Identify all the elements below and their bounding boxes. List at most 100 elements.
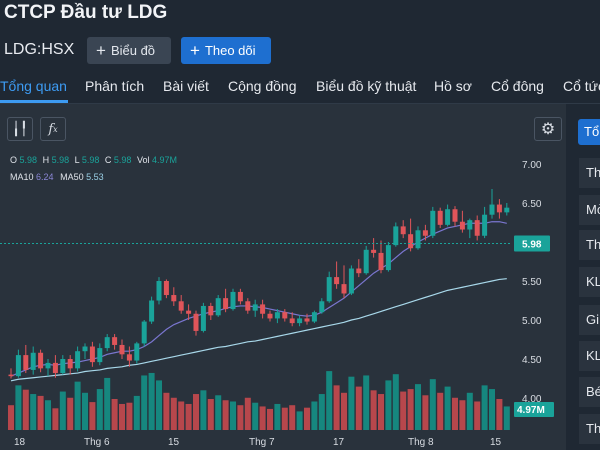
side-row: Th [579, 158, 600, 188]
volume-bar [111, 399, 118, 430]
volume-bar [385, 380, 392, 430]
volume-bar [333, 385, 340, 430]
candle-body [378, 252, 384, 271]
candle-body [474, 220, 480, 236]
volume-bar [119, 403, 125, 430]
tab-overview[interactable]: Tổng quan [0, 78, 67, 94]
volume-bar [378, 394, 384, 430]
low-label: L [74, 155, 80, 165]
tab-shareholders[interactable]: Cổ đông [491, 78, 544, 94]
candle-body [215, 298, 221, 316]
candle-body [504, 207, 510, 213]
side-panel-tab[interactable]: Tổ [578, 119, 600, 145]
candle-body [223, 298, 229, 310]
candle-body [82, 346, 88, 352]
candle-body [38, 352, 44, 369]
candle-body [452, 209, 458, 222]
volume-bar [348, 376, 355, 430]
candle-body [415, 230, 421, 249]
volume-bar [96, 389, 103, 430]
side-row: KL [579, 267, 600, 297]
candle-body [186, 310, 192, 314]
x-tick-label: Thg 7 [249, 437, 275, 448]
price-chart[interactable]: 7.006.506.005.505.004.504.005.984.97M18T… [0, 104, 566, 450]
candle-body [200, 305, 206, 331]
candle-body [134, 343, 140, 361]
volume-bar [392, 374, 399, 430]
tab-dividends[interactable]: Cổ tức [563, 78, 600, 94]
tab-community[interactable]: Cộng đồng [228, 78, 297, 94]
ma-legend: MA10 6.24 MA50 5.53 [10, 172, 104, 182]
gear-icon[interactable]: ⚙ [534, 117, 562, 141]
plus-icon: + [96, 41, 106, 60]
candle-body [171, 295, 177, 302]
candle-body [104, 337, 110, 349]
candle-body [482, 214, 488, 236]
candle-body [52, 362, 58, 374]
candle-body [112, 337, 118, 345]
open-label: O [10, 155, 18, 165]
chart-button[interactable]: + Biểu đồ [87, 37, 171, 64]
candle-body [334, 277, 340, 285]
candle-body [496, 204, 502, 213]
candle-body [400, 226, 406, 235]
volume-bar [244, 397, 251, 430]
volume-bar [178, 401, 185, 430]
tab-profile[interactable]: Hồ sơ [434, 78, 472, 94]
volume-bar [429, 379, 436, 430]
close-value: 5.98 [113, 155, 132, 165]
low-value: 5.98 [81, 155, 100, 165]
volume-bar [82, 392, 88, 430]
volume-bar [170, 397, 177, 430]
gear-glyph: ⚙ [540, 121, 556, 138]
y-tick-label: 6.50 [522, 199, 542, 210]
candle-body [193, 313, 199, 331]
candle-body [267, 313, 273, 319]
follow-button[interactable]: + Theo dõi [181, 37, 271, 64]
candle-body [149, 300, 155, 322]
volume-bar [163, 392, 170, 430]
volume-bar [304, 407, 310, 430]
volume-bar [474, 401, 481, 430]
ma50-value: 5.53 [86, 172, 104, 182]
tab-technical-chart[interactable]: Biểu đồ kỹ thuật [316, 78, 417, 94]
side-row: Gi [579, 305, 600, 335]
volume-bar [311, 401, 318, 430]
last-volume-tag [514, 402, 554, 417]
volume-bar [466, 392, 473, 430]
candle-body [178, 301, 184, 311]
volume-bar [400, 391, 407, 430]
volume-bar [45, 400, 51, 430]
volume-bar [215, 395, 222, 430]
fx-sub-glyph: x [53, 124, 58, 134]
last-volume-label: 4.97M [517, 405, 545, 416]
candle-body [30, 352, 36, 370]
candle-body [237, 291, 243, 302]
volume-bar [489, 389, 495, 430]
ohlc-legend: O 5.98 H 5.98 L 5.98 C 5.98 Vol 4.97M [10, 155, 180, 165]
last-price-label: 5.98 [522, 240, 542, 251]
fx-glyph: f [48, 121, 54, 137]
candle-body [208, 305, 214, 316]
candle-body [97, 348, 103, 363]
candle-body [408, 234, 414, 249]
volume-bar [503, 406, 510, 430]
candle-body [67, 359, 73, 369]
candle-body [89, 346, 95, 363]
candle-body [163, 281, 169, 296]
ma50-label: MA50 [60, 172, 84, 182]
candle-body [326, 277, 332, 302]
tab-analysis[interactable]: Phân tích [85, 78, 145, 94]
volume-bar [207, 399, 214, 430]
volume-bar [104, 377, 111, 430]
candle-body [156, 281, 162, 301]
y-tick-label: 7.00 [522, 160, 542, 171]
candle-body [119, 344, 125, 355]
candlestick-icon[interactable]: ╽╿ [7, 117, 33, 141]
volume-bar [52, 408, 59, 430]
tab-articles[interactable]: Bài viết [163, 78, 209, 94]
tab-bar: Tổng quan Phân tích Bài viết Cộng đồng B… [0, 74, 600, 104]
candle-body [356, 268, 362, 274]
